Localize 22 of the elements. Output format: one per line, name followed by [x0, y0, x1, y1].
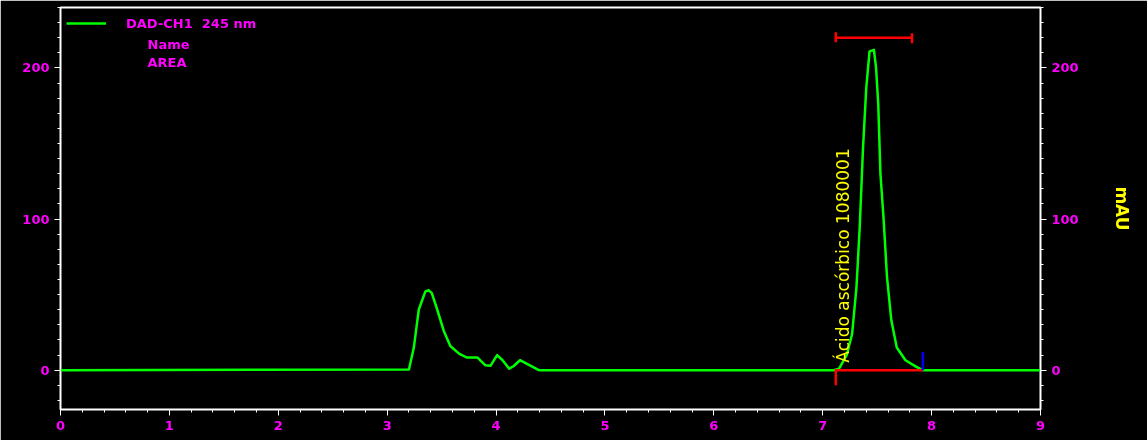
- y2-axis-title: mAU: [1111, 186, 1132, 231]
- x-tick-label: 3: [382, 417, 392, 433]
- annotation: Name: [147, 36, 190, 52]
- x-tick-label: 6: [709, 417, 719, 433]
- x-tick-label: 1: [164, 417, 174, 433]
- line-series: [60, 48, 1041, 372]
- y-tick-label: 0: [40, 362, 50, 378]
- y2-tick-label: 100: [1051, 211, 1079, 227]
- x-tick-label: 5: [600, 417, 610, 433]
- x-tick-label: 9: [1035, 417, 1046, 433]
- x-tick-label: 4: [491, 417, 501, 433]
- annotation: AREA: [147, 54, 187, 70]
- x-tick-label: 0: [55, 417, 66, 433]
- y-tick-label: 100: [22, 211, 50, 227]
- y2-tick-label: 200: [1051, 60, 1079, 76]
- x-tick-label: 7: [818, 417, 828, 433]
- annotation: Ácido ascórbico 1080001: [832, 148, 854, 363]
- y2-tick-label: 0: [1051, 362, 1061, 378]
- x-tick-label: 2: [273, 417, 283, 433]
- y-tick-label: 200: [22, 60, 50, 76]
- legend-label: DAD-CH1 245 nm: [126, 15, 257, 31]
- x-tick-label: 8: [927, 417, 937, 433]
